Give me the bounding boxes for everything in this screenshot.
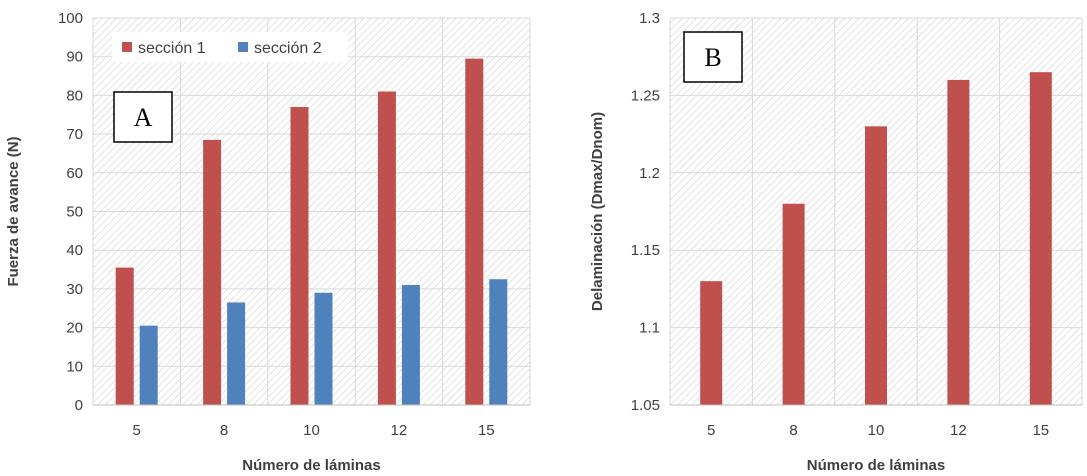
legend-swatch	[122, 42, 132, 52]
x-tick-label: 10	[303, 422, 320, 439]
bar-sección-1-5	[115, 267, 134, 405]
y-axis-title: Fuerza de avance (N)	[5, 136, 22, 286]
y-axis-title: Delaminación (Dmax/Dnom)	[589, 112, 606, 311]
y-tick-label: 1.25	[631, 87, 660, 104]
x-tick-label: 12	[391, 422, 408, 439]
x-tick-label: 5	[133, 422, 141, 439]
bar-sección-1-8	[203, 139, 222, 405]
x-tick-label: 12	[950, 422, 967, 439]
bar-series-10	[865, 126, 887, 406]
x-axis-title: Número de láminas	[242, 457, 380, 474]
bar-series-12	[947, 79, 970, 406]
bar-sección-2-5	[139, 325, 158, 405]
panel-label: A	[134, 103, 153, 132]
x-tick-label: 15	[1032, 422, 1049, 439]
bar-sección-1-10	[290, 107, 309, 405]
bar-sección-1-12	[377, 91, 396, 405]
y-tick-label: 100	[58, 10, 83, 27]
y-tick-label: 0	[75, 397, 83, 414]
bar-series-5	[700, 281, 723, 405]
panel-label-box	[683, 31, 743, 83]
y-tick-label: 1.15	[631, 242, 660, 259]
y-tick-label: 1.2	[639, 165, 660, 182]
bar-sección-2-8	[227, 302, 246, 405]
panel-label-box	[113, 91, 173, 143]
chart-panel-a: 0 10 20 30 40 50 60 70 80 90 100 5 8 10 12 15 Número de …	[5, 10, 531, 474]
x-axis-title: Número de láminas	[807, 457, 945, 474]
panel-label: B	[704, 43, 721, 72]
y-tick-label: 10	[66, 358, 83, 375]
y-tick-label: 30	[66, 281, 83, 298]
y-tick-label: 1.05	[631, 397, 660, 414]
y-tick-label: 20	[66, 320, 83, 337]
x-tick-label: 8	[220, 422, 228, 439]
bar-sección-1-15	[465, 58, 484, 405]
y-tick-label: 1.3	[639, 10, 660, 27]
legend-swatch	[238, 42, 248, 52]
bar-series-8	[782, 203, 805, 405]
legend-label: sección 1	[138, 40, 206, 57]
legend-background	[112, 32, 348, 62]
bar-series-15	[1029, 72, 1052, 406]
bar-sección-2-12	[401, 285, 420, 405]
y-tick-label: 1.1	[639, 320, 660, 337]
bar-sección-2-15	[489, 279, 508, 405]
y-tick-label: 60	[66, 165, 83, 182]
legend-label: sección 2	[254, 40, 322, 57]
y-tick-label: 70	[66, 126, 83, 143]
y-tick-label: 40	[66, 242, 83, 259]
bar-sección-2-10	[314, 292, 333, 405]
y-tick-label: 80	[66, 87, 83, 104]
y-tick-label: 90	[66, 49, 83, 66]
chart-panel-b: 1.05 1.1 1.15 1.2 1.25 1.3 5 8 10 12 15 Número de l…	[589, 10, 1083, 474]
y-tick-label: 50	[66, 204, 83, 221]
x-tick-label: 8	[789, 422, 797, 439]
x-tick-label: 5	[707, 422, 715, 439]
x-tick-label: 10	[868, 422, 885, 439]
x-tick-label: 15	[478, 422, 495, 439]
